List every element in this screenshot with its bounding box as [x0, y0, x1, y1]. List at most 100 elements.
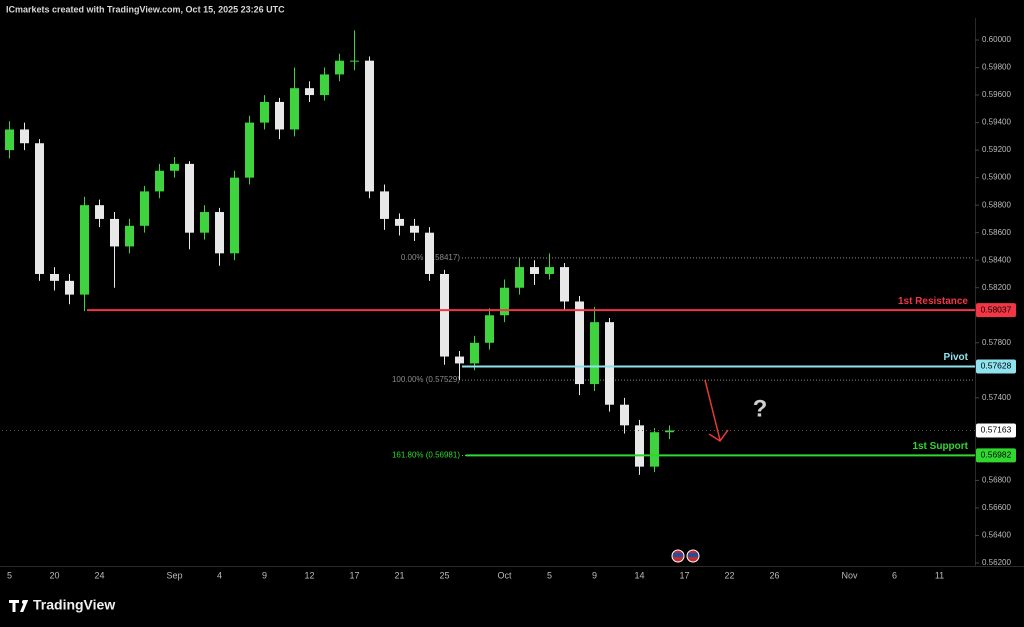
brand-name: TradingView [33, 597, 115, 613]
candle-body [80, 205, 89, 295]
forecast-arrow [704, 379, 729, 443]
candle-body [185, 163, 194, 233]
candle-body [440, 273, 449, 357]
event-icons [671, 549, 700, 563]
candle-body [200, 212, 209, 233]
x-tick-label: 9 [592, 570, 597, 580]
arrow-head [708, 429, 729, 443]
price-tag [976, 303, 1016, 318]
y-tick-label: 0.59000 [982, 173, 1011, 182]
x-tick-label: 26 [769, 570, 779, 580]
y-tick-label: 0.58200 [982, 283, 1011, 292]
candle-body [365, 60, 374, 192]
candle-body [545, 267, 554, 274]
level-name: 1st Support [912, 441, 968, 452]
y-tick-label: 0.58600 [982, 228, 1011, 237]
candle-body [215, 212, 224, 254]
y-tick-label: 0.59400 [982, 118, 1011, 127]
price-tag [976, 448, 1016, 463]
annotation: ? [753, 395, 768, 422]
logo-dot [22, 600, 26, 604]
candle-body [290, 88, 299, 130]
y-tick-label: 0.56400 [982, 531, 1011, 540]
candle-body [530, 267, 539, 274]
price-tag-label: 0.58037 [981, 304, 1012, 314]
candle-body [485, 315, 494, 343]
y-tick-label: 0.56600 [982, 503, 1011, 512]
x-tick-label: 5 [547, 570, 552, 580]
y-tick-label: 0.58400 [982, 255, 1011, 264]
fib-label: 161.80% (0.56981) [392, 451, 460, 460]
y-tick-label: 0.59800 [982, 63, 1011, 72]
last-price-tag [976, 423, 1016, 438]
candle-body [20, 129, 29, 144]
x-tick-label: 4 [217, 570, 222, 580]
candle-body [305, 88, 314, 96]
y-tick-label: 0.57800 [982, 338, 1011, 347]
candle-body [50, 273, 59, 281]
candle-body [575, 301, 584, 385]
logo-icon [9, 600, 29, 612]
event-flag [673, 553, 683, 557]
candle-body [95, 205, 104, 219]
candle-body [5, 129, 14, 151]
x-tick-label: 17 [349, 570, 359, 580]
candle-body [380, 191, 389, 219]
fib-label: 100.00% (0.57529) [392, 375, 460, 384]
y-tick-label: 0.60000 [982, 35, 1011, 44]
candle-body [635, 425, 644, 467]
y-tick-label: 0.59200 [982, 145, 1011, 154]
y-tick-label: 0.59600 [982, 90, 1011, 99]
arrow-shaft [704, 379, 721, 441]
x-tick-label: 25 [439, 570, 449, 580]
candle-body [245, 122, 254, 178]
candle-body [515, 267, 524, 288]
candle-body [110, 218, 119, 247]
x-tick-label: Sep [166, 570, 182, 580]
candle-body [230, 177, 239, 254]
candle-body [140, 191, 149, 226]
candle-body [455, 356, 464, 364]
candle-body [620, 404, 629, 426]
x-tick-label: 14 [634, 570, 644, 580]
x-tick-label: 22 [724, 570, 734, 580]
candle-body [590, 322, 599, 385]
candle-body [395, 218, 404, 226]
x-tick-label: Nov [841, 570, 858, 580]
candle-body [260, 101, 269, 123]
candle-body [560, 267, 569, 302]
candle-body [335, 60, 344, 75]
candle-body [35, 143, 44, 274]
candle-body [125, 225, 134, 247]
price-tag-label: 0.56982 [981, 450, 1012, 460]
x-tick-label: 17 [679, 570, 689, 580]
x-tick-label: 12 [304, 570, 314, 580]
price-tag [976, 359, 1016, 374]
candle-body [410, 225, 419, 233]
event-flag [688, 553, 698, 557]
y-tick-label: 0.56200 [982, 558, 1011, 567]
candle-body [650, 432, 659, 467]
header-text: ICmarkets created with TradingView.com, … [6, 4, 285, 14]
x-tick-label: 20 [49, 570, 59, 580]
level-name: Pivot [944, 352, 969, 363]
candle-body [425, 232, 434, 274]
x-tick-label: 11 [935, 570, 944, 580]
y-tick-label: 0.58800 [982, 200, 1011, 209]
candle-body [665, 430, 674, 433]
candle-body [275, 101, 284, 130]
candle-body [500, 287, 509, 316]
candle-body [65, 280, 74, 295]
x-tick-label: 6 [892, 570, 897, 580]
candle-body [320, 74, 329, 96]
candle-body [470, 342, 479, 364]
price-tag-label: 0.57628 [981, 361, 1012, 371]
brand-logo [9, 600, 29, 612]
x-tick-label: Oct [497, 570, 512, 580]
x-tick-label: 5 [7, 570, 12, 580]
candle-body [155, 170, 164, 192]
candle-body [170, 163, 179, 171]
